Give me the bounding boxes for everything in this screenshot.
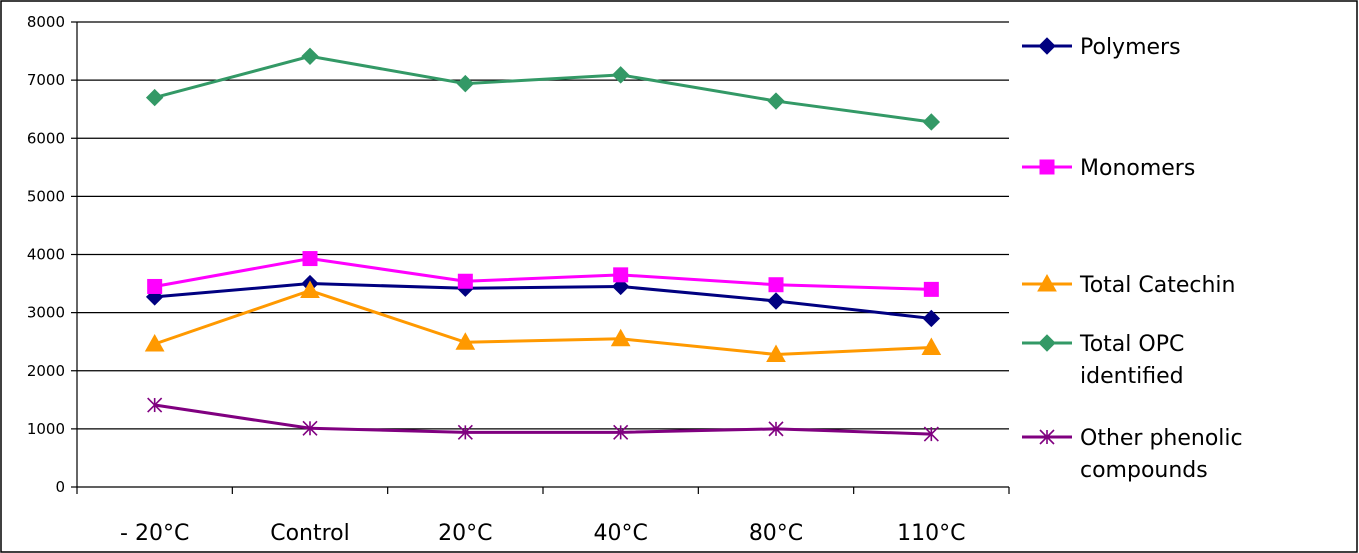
diamond-marker — [922, 309, 941, 328]
series-total-opc-identified — [145, 47, 941, 131]
diamond-marker — [767, 92, 785, 110]
y-tick-label: 1000 — [27, 420, 65, 438]
legend-entry: Other phenolic compounds — [1022, 426, 1243, 483]
square-marker — [923, 281, 939, 297]
series-total-catechin — [144, 280, 942, 362]
y-tick-label: 4000 — [27, 246, 65, 264]
x-tick-label: 40°C — [593, 521, 647, 546]
triangle-marker — [1037, 273, 1057, 292]
star-marker — [613, 424, 629, 440]
legend-label: Polymers — [1080, 35, 1181, 60]
triangle-marker — [766, 344, 786, 362]
x-tick-label: 110°C — [897, 521, 965, 546]
legend-label-line: Total OPC — [1079, 332, 1184, 357]
series-layer — [144, 47, 942, 442]
series-line — [154, 282, 932, 320]
square-marker — [147, 278, 163, 294]
gridlines — [77, 21, 1009, 430]
x-tick-label: Control — [270, 521, 350, 546]
diamond-marker — [301, 47, 319, 66]
star-marker — [1039, 429, 1055, 445]
square-marker — [1039, 159, 1055, 175]
diamond-marker — [611, 277, 630, 296]
star-marker — [302, 420, 318, 436]
legend-label-line: compounds — [1080, 458, 1208, 483]
legend-entry: Polymers — [1022, 35, 1181, 60]
legend-label: Monomers — [1080, 156, 1195, 181]
triangle-marker — [300, 280, 320, 299]
legend-entry: Monomers — [1022, 156, 1195, 181]
y-tick-label: 8000 — [27, 13, 65, 31]
diamond-marker — [922, 113, 941, 131]
star-marker — [147, 397, 163, 413]
diamond-marker — [767, 292, 785, 310]
series-other-phenolic-compounds — [147, 397, 939, 442]
legend-entry: Total OPC identified — [1022, 332, 1184, 389]
square-marker — [768, 277, 784, 293]
diamond-marker — [611, 66, 630, 84]
star-marker — [768, 421, 784, 437]
y-tick-label: 0 — [55, 478, 65, 496]
series-line — [154, 403, 932, 436]
x-tick-label: 20°C — [438, 521, 492, 546]
y-tick-label: 2000 — [27, 362, 65, 380]
square-marker — [302, 251, 318, 267]
series-line — [154, 54, 932, 124]
series-line — [154, 288, 932, 356]
y-tick-label: 5000 — [27, 187, 65, 205]
x-tick-label: - 20°C — [120, 521, 189, 546]
y-tick-label: 7000 — [27, 71, 65, 89]
diamond-marker — [1038, 334, 1056, 352]
y-tick-label: 3000 — [27, 304, 65, 322]
legend-label-line: Other phenolic — [1080, 426, 1243, 451]
series-monomers — [147, 251, 939, 297]
diamond-marker — [456, 74, 475, 93]
axes: 0 1000 2000 3000 4000 5000 6000 7000 8000 - 20°C C… — [27, 13, 1010, 546]
square-marker — [613, 267, 629, 283]
legend-entry: Total Catechin — [1022, 273, 1235, 298]
star-marker — [457, 424, 473, 440]
triangle-marker — [610, 328, 631, 347]
legend-label-line: identified — [1080, 364, 1184, 389]
square-marker — [457, 273, 473, 289]
triangle-marker — [921, 337, 942, 355]
triangle-marker — [144, 333, 165, 352]
triangle-marker — [455, 332, 476, 350]
legend: Polymers Monomers Total Catechin Total OPC i… — [1022, 35, 1243, 483]
y-tick-label: 6000 — [27, 129, 65, 147]
diamond-marker — [145, 88, 164, 107]
x-tick-label: 80°C — [749, 521, 803, 546]
legend-label: Total OPC identified — [1079, 332, 1184, 389]
series-line — [154, 257, 932, 291]
legend-label: Other phenolic compounds — [1080, 426, 1243, 483]
diamond-marker — [1038, 37, 1056, 55]
legend-label: Total Catechin — [1079, 273, 1235, 298]
star-marker — [923, 426, 939, 442]
